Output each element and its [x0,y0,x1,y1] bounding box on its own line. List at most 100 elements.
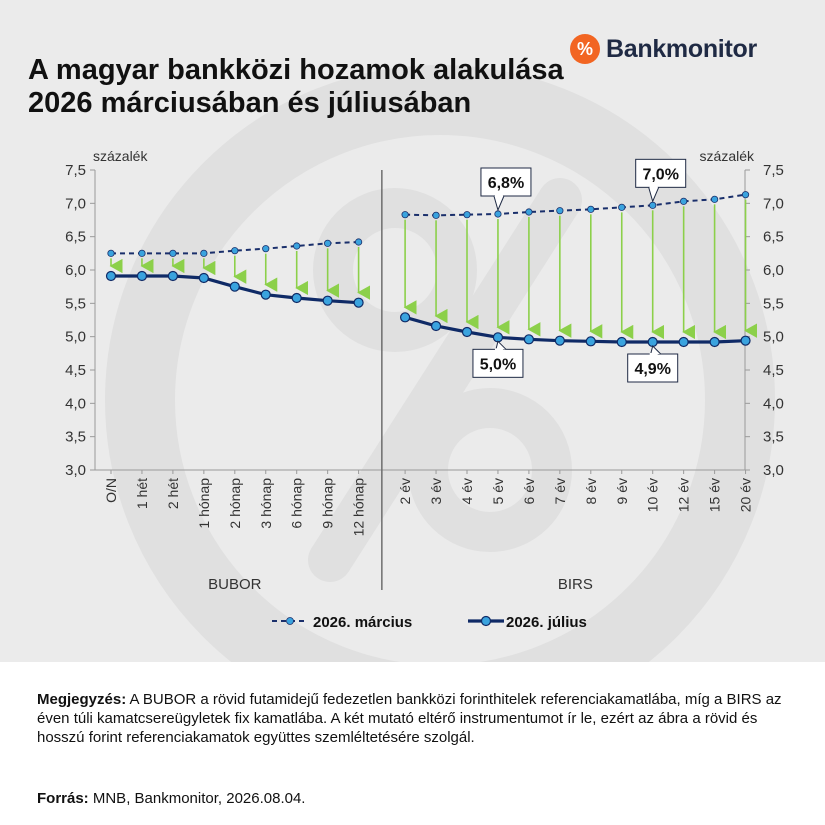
x-tick-label: 9 év [614,478,630,504]
legend-july-marker [480,615,492,627]
x-tick-label: 8 év [583,478,599,504]
july-point [678,336,689,348]
march-point [354,238,363,246]
july-point [291,292,302,304]
y-tick-label-right: 6,0 [763,262,784,279]
july-point [105,270,117,282]
x-tick-label: 20 év [738,478,754,512]
y-tick-label-left: 6,5 [65,229,86,246]
x-tick-label: 9 hónap [320,478,336,529]
y-tick-label-right: 7,5 [763,162,784,179]
y-tick-label-left: 7,0 [65,195,86,212]
july-point [492,332,504,343]
july-point [523,334,535,345]
x-tick-label: 2 hét [165,478,181,509]
july-point [198,272,209,284]
footnote-label: Megjegyzés: [37,691,127,708]
march-point [525,208,533,216]
source-line: Forrás: MNB, Bankmonitor, 2026.08.04. [37,790,305,807]
y-tick-label-right: 3,0 [763,462,784,479]
y-unit-label-right: százalék [700,148,755,164]
y-tick-label-left: 3,5 [65,429,86,446]
march-point [710,195,719,203]
callout-box [480,167,532,197]
callout-box [635,158,687,188]
chart-title: A magyar bankközi hozamok alakulása 2026… [28,54,564,119]
july-point [400,312,411,323]
x-tick-label: 2 hónap [227,478,243,529]
y-tick-label-right: 4,0 [763,395,784,412]
legend-march-label: 2026. március [313,614,412,631]
callout-box [627,353,679,383]
march-point [401,211,409,219]
x-tick-label: 10 év [645,478,661,512]
july-point [167,270,178,282]
july-point [616,336,627,348]
group-label: BIRS [558,576,593,593]
march-point [494,210,502,218]
july-point [353,297,364,308]
x-tick-label: 4 év [459,478,475,504]
x-tick-label: O/N [103,478,119,503]
march-point [432,211,440,219]
group-label: BUBOR [208,576,262,593]
march-point [587,205,595,213]
july-point [430,320,442,332]
march-point [293,242,301,250]
x-tick-label: 1 hét [134,478,150,509]
march-point [556,207,564,215]
percent-logo-icon: % [570,34,600,64]
july-point [740,335,751,346]
x-tick-label: 1 hónap [196,478,212,529]
x-tick-label: 15 év [707,478,723,512]
march-point [649,201,657,209]
yield-chart: 3,0 3,0 3,5 3,5 4,0 4,0 4,5 4,5 5,0 5,0 5,5 5,5 6,0 6… [65,148,784,631]
x-tick-label: 12 hónap [351,478,367,537]
x-tick-label: 3 év [428,478,444,504]
y-tick-label-left: 7,5 [65,162,86,179]
march-point [200,249,208,257]
y-tick-label-left: 5,5 [65,295,86,312]
chart-panel: A magyar bankközi hozamok alakulása 2026… [0,0,825,662]
x-tick-label: 12 év [676,478,692,512]
callout-label: 6,8% [488,175,524,192]
july-point [709,336,720,348]
y-tick-label-left: 6,0 [65,262,86,279]
july-point [554,335,565,346]
july-point [229,281,240,292]
legend-march-marker [286,617,294,625]
bankmonitor-logo: % Bankmonitor [570,34,757,64]
march-point [231,247,239,255]
march-point [324,239,332,247]
july-point [647,336,658,348]
y-tick-label-right: 7,0 [763,195,784,212]
callout: 5,0% [472,340,524,378]
y-tick-label-right: 5,0 [763,329,784,346]
callout-label: 7,0% [642,166,678,183]
callout-pointer [648,187,660,203]
callout-label: 5,0% [480,356,516,373]
percent-watermark-icon [105,65,775,662]
july-point [322,295,333,306]
callout-pointer [493,195,505,212]
source-text: MNB, Bankmonitor, 2026.08.04. [88,790,306,807]
july-point [585,336,596,347]
x-tick-label: 7 év [552,478,568,504]
x-tick-label: 6 év [521,478,537,504]
march-point [169,249,177,257]
source-label: Forrás: [37,790,89,807]
march-point [262,245,270,253]
y-tick-label-right: 3,5 [763,429,784,446]
footnote: Megjegyzés: A BUBOR a rövid futamidejű f… [37,690,797,747]
march-point [463,211,471,219]
y-tick-label-right: 5,5 [763,295,784,312]
july-point [136,270,148,282]
july-series-line [404,315,746,344]
callout-pointer [495,340,507,350]
march-point [107,249,115,257]
y-tick-label-left: 5,0 [65,329,86,346]
y-unit-label-left: százalék [93,148,148,164]
callout: 6,8% [480,167,532,212]
x-tick-label: 5 év [490,478,506,504]
x-tick-label: 6 hónap [289,478,305,529]
